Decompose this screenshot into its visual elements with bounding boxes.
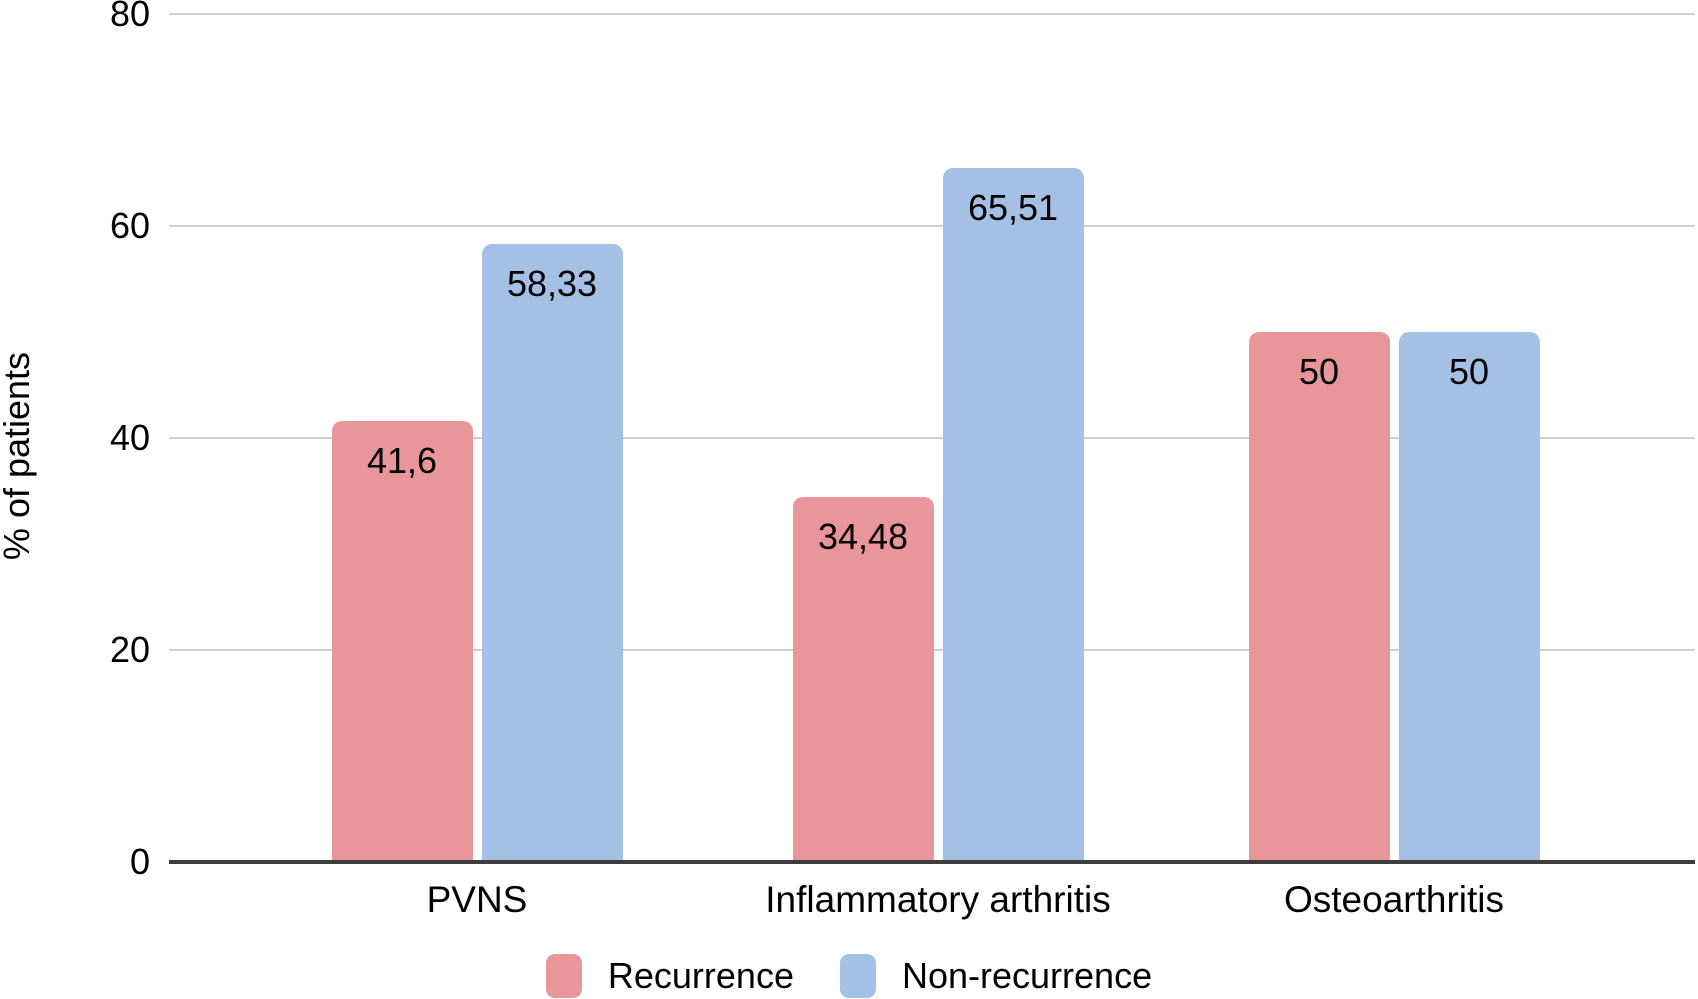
gridline-80 [169,13,1695,15]
legend-item-non-recurrence: Non-recurrence [839,954,1153,998]
y-axis-title: % of patients [0,351,37,561]
bar-value-label: 41,6 [366,440,438,482]
bar-non-recurrence-osteoarthritis: 50 [1398,332,1540,862]
legend: Recurrence Non-recurrence [0,953,1698,999]
y-tick-label-80: 80 [109,0,150,34]
bar-recurrence-pvns: 41,6 [331,421,473,862]
y-tick-label-60: 60 [109,205,150,246]
bar-value-label: 50 [1298,351,1340,392]
y-tick-label-0: 0 [129,841,150,882]
legend-swatch-non-recurrence [839,954,876,998]
y-tick-label-20: 20 [109,629,150,670]
legend-label-recurrence: Recurrence [607,955,794,996]
category-label-osteoarthritis: Osteoarthritis [1283,879,1504,920]
bar-non-recurrence-pvns: 58,33 [481,243,623,862]
legend-label-non-recurrence: Non-recurrence [901,955,1153,996]
bar-value-label: 50 [1448,351,1490,392]
category-label-pvns: PVNS [426,879,528,920]
bar-non-recurrence-inflammatory-arthritis: 65,51 [942,167,1084,862]
legend-item-recurrence: Recurrence [545,954,794,998]
y-tick-label-40: 40 [109,417,150,458]
legend-swatch-recurrence [545,954,582,998]
bar-recurrence-inflammatory-arthritis: 34,48 [792,496,934,862]
bar-value-label: 34,48 [817,515,909,557]
plot-area: 41,6 58,33 34,48 65,51 50 50 [169,13,1695,864]
gridline-60 [169,225,1695,227]
bar-value-label: 58,33 [506,262,598,304]
x-axis-line [169,860,1695,864]
bar-recurrence-osteoarthritis: 50 [1248,332,1390,862]
category-label-inflammatory-arthritis: Inflammatory arthritis [765,879,1111,920]
bar-value-label: 65,51 [967,186,1059,228]
gridline-40 [169,437,1695,439]
